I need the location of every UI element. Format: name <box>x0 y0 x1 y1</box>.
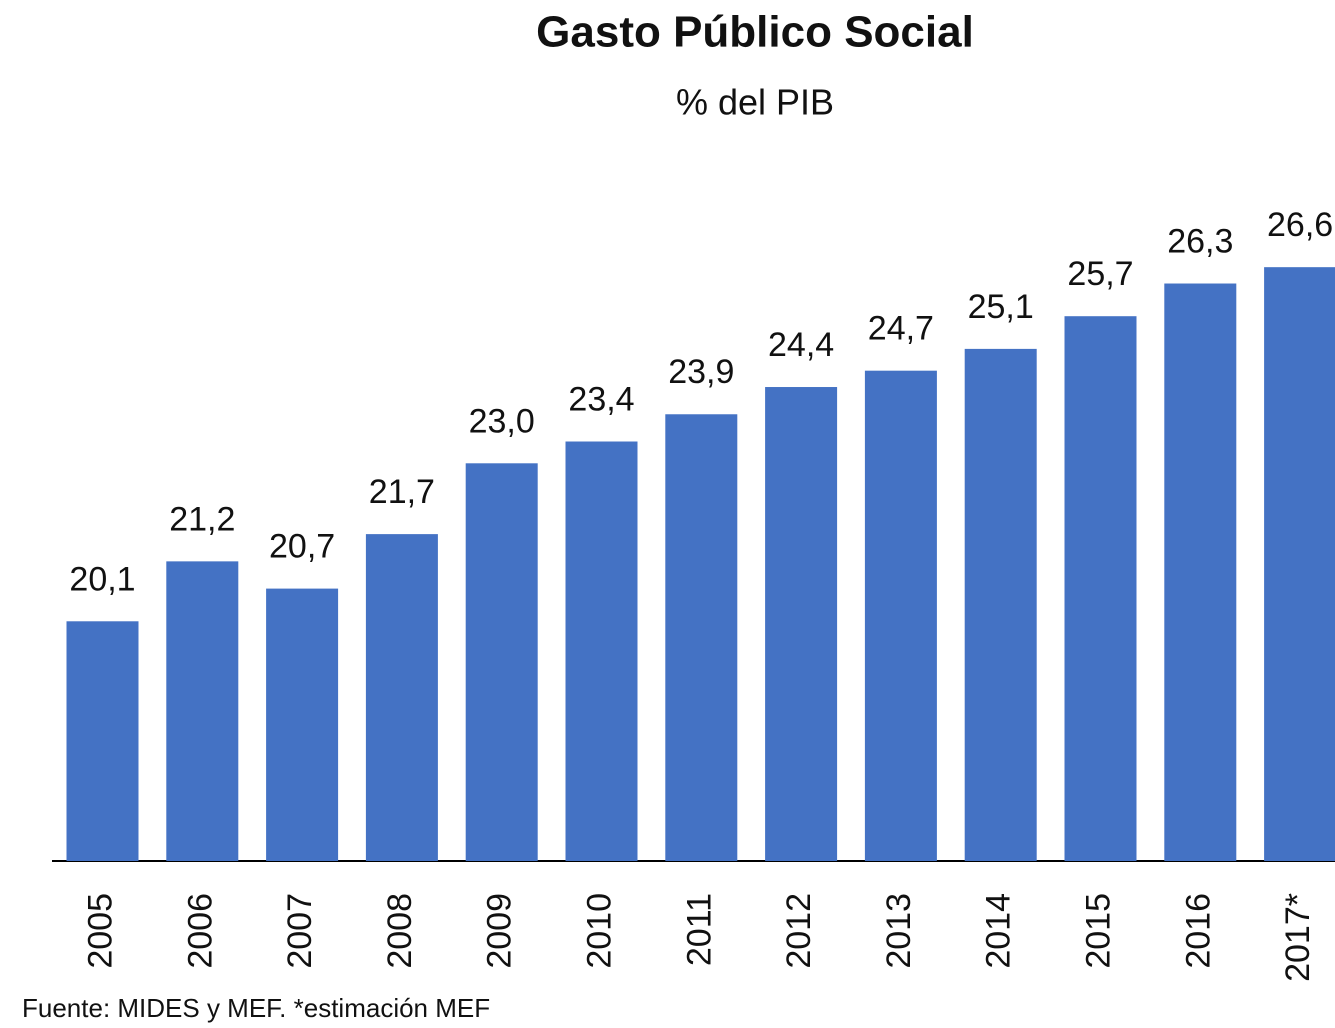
bar <box>66 621 139 861</box>
x-tick-label: 2016 <box>1179 893 1217 969</box>
value-label: 23,0 <box>469 402 535 440</box>
chart-subtitle: % del PIB <box>676 82 834 123</box>
value-label: 21,2 <box>169 500 235 538</box>
chart-title: Gasto Público Social <box>536 8 974 57</box>
x-tick-label: 2013 <box>880 893 918 969</box>
value-label: 23,4 <box>568 380 634 418</box>
footnote: Fuente: MIDES y MEF. *estimación MEF <box>22 993 490 1023</box>
bar <box>166 561 239 861</box>
bar <box>665 414 738 861</box>
bar <box>1064 316 1137 861</box>
x-tick-label: 2009 <box>481 893 519 969</box>
x-tick-label: 2017* <box>1279 893 1317 982</box>
x-tick-label: 2011 <box>680 893 718 966</box>
bar <box>565 441 638 861</box>
x-tick-label: 2010 <box>580 893 618 969</box>
value-label: 21,7 <box>369 473 435 511</box>
bar <box>1164 283 1237 862</box>
bar <box>365 534 438 861</box>
x-tick-label: 2006 <box>181 893 219 969</box>
value-label: 25,7 <box>1067 255 1133 293</box>
x-tick-label: 2005 <box>81 893 119 969</box>
x-tick-label: 2012 <box>780 893 818 969</box>
value-label: 26,3 <box>1167 222 1233 260</box>
bar <box>864 370 937 861</box>
bar <box>964 348 1037 861</box>
value-label: 25,1 <box>968 288 1034 326</box>
x-tick-label: 2015 <box>1079 893 1117 969</box>
value-label: 20,1 <box>69 560 135 598</box>
bar <box>266 588 339 861</box>
x-tick-label: 2014 <box>980 893 1018 969</box>
value-label: 20,7 <box>269 528 335 566</box>
bar <box>465 463 538 861</box>
x-tick-label: 2007 <box>281 893 319 969</box>
bar <box>765 387 838 861</box>
value-label: 24,7 <box>868 310 934 348</box>
bar <box>1264 267 1335 862</box>
value-label: 23,9 <box>668 353 734 391</box>
x-tick-label: 2008 <box>381 893 419 969</box>
value-label: 26,6 <box>1267 206 1333 244</box>
value-label: 24,4 <box>768 326 834 364</box>
